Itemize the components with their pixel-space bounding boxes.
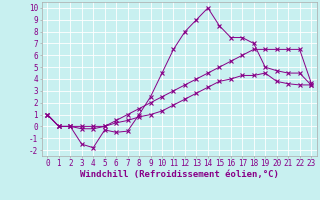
X-axis label: Windchill (Refroidissement éolien,°C): Windchill (Refroidissement éolien,°C) xyxy=(80,170,279,179)
